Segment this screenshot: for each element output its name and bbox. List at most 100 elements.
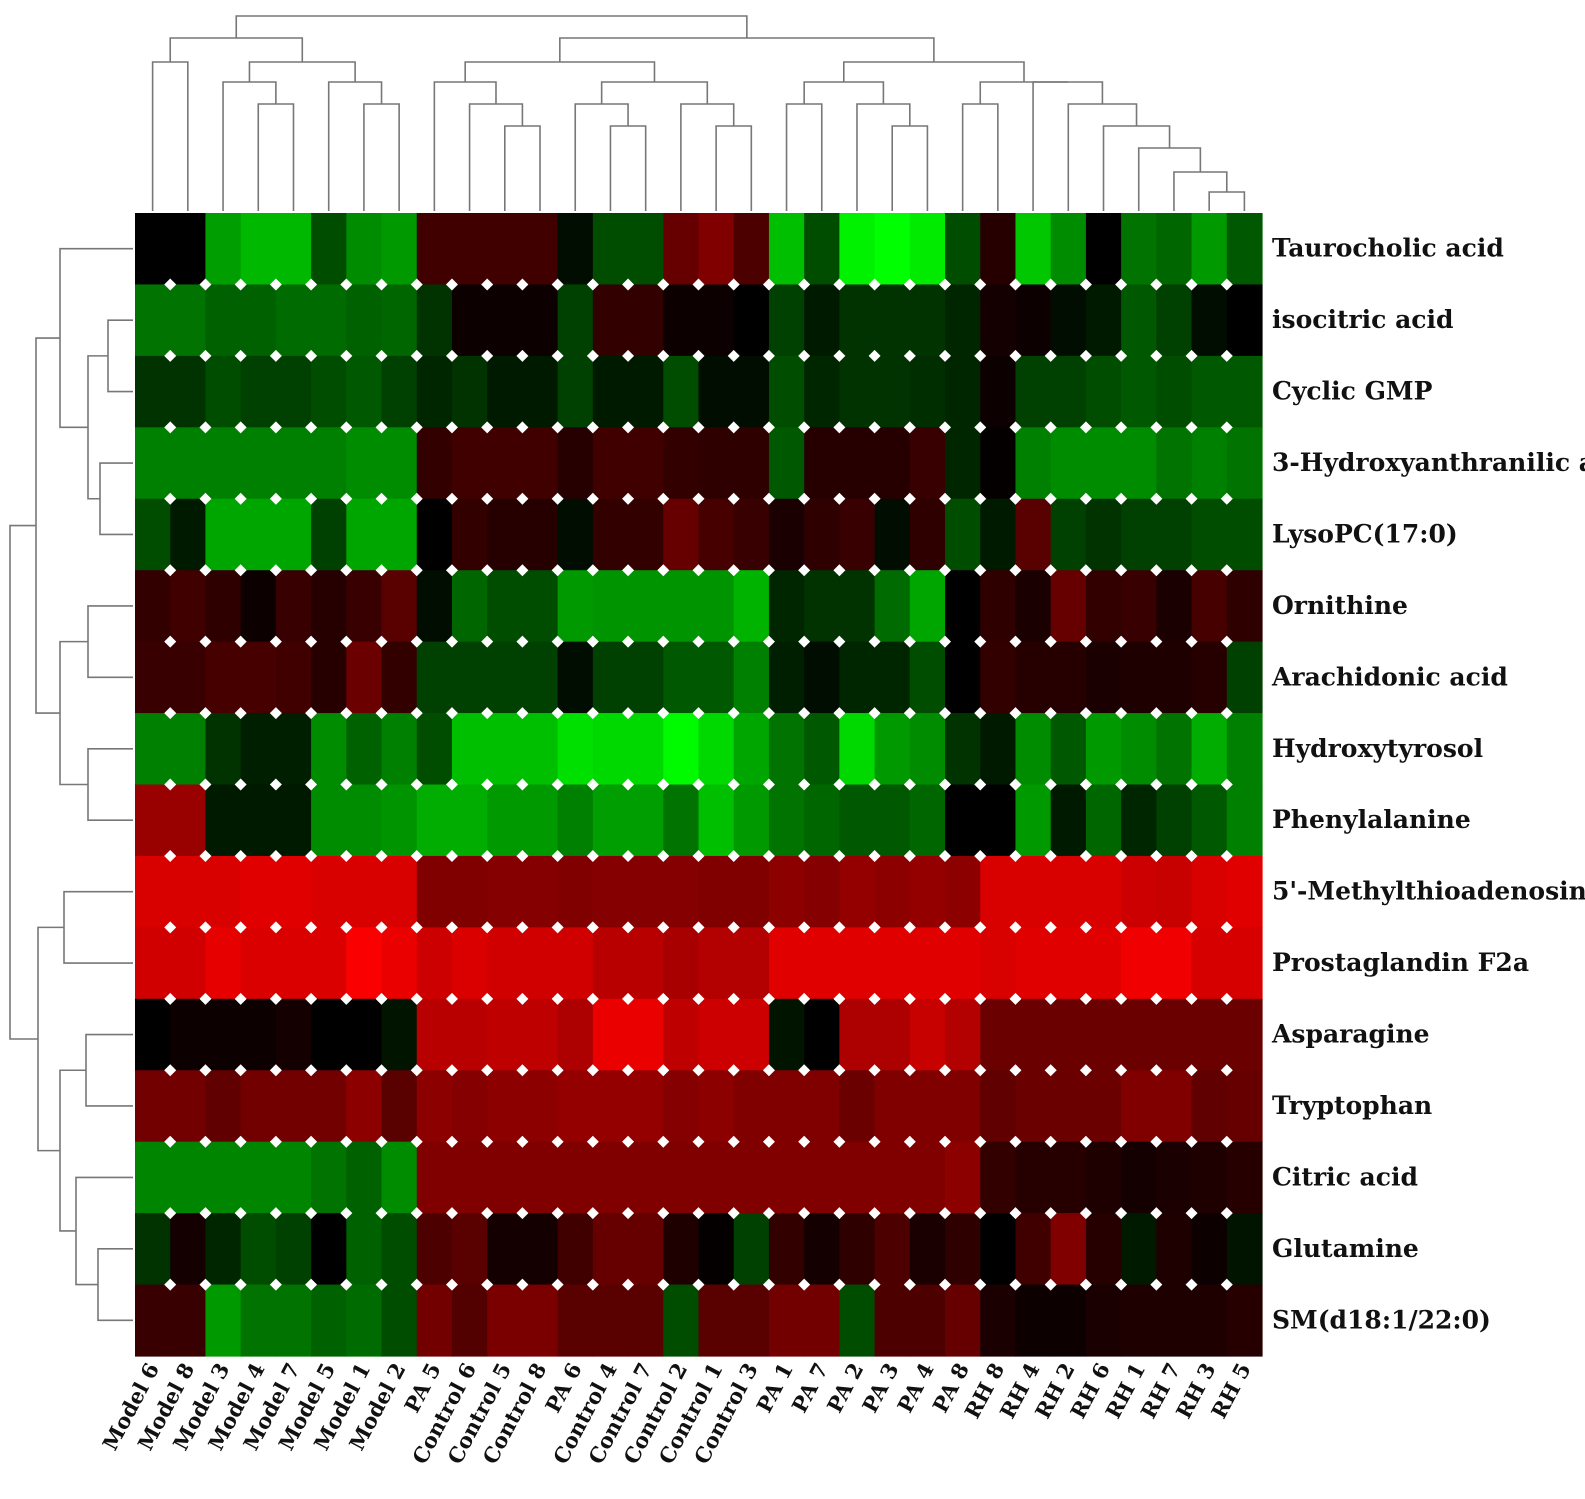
heatmap-cell bbox=[733, 1141, 770, 1214]
grid-diamond-marker bbox=[269, 707, 282, 720]
grid-diamond-marker bbox=[586, 635, 599, 648]
grid-diamond-marker bbox=[657, 1278, 670, 1291]
heatmap-cell bbox=[628, 784, 664, 857]
heatmap-cell bbox=[874, 1213, 911, 1286]
grid-diamond-marker bbox=[868, 492, 881, 505]
grid-diamond-marker bbox=[199, 707, 212, 720]
grid-diamond-marker bbox=[410, 849, 423, 862]
grid-diamond-marker bbox=[657, 992, 670, 1005]
heatmap-cell bbox=[381, 641, 418, 714]
heatmap-cell bbox=[170, 927, 207, 1000]
grid-diamond-marker bbox=[1115, 1064, 1128, 1077]
grid-diamond-marker bbox=[622, 278, 635, 291]
grid-diamond-marker bbox=[1044, 349, 1057, 362]
dendrogram-branch bbox=[1137, 147, 1202, 211]
heatmap-cell bbox=[733, 498, 770, 571]
dendrogram-branch bbox=[59, 1069, 86, 1232]
heatmap-cell bbox=[804, 855, 840, 928]
heatmap-cell bbox=[1226, 784, 1263, 857]
dendrogram-branch bbox=[1067, 103, 1138, 211]
heatmap-cell bbox=[804, 998, 840, 1071]
heatmap-cell bbox=[592, 213, 629, 286]
heatmap-cell bbox=[980, 213, 1017, 286]
grid-diamond-marker bbox=[1150, 421, 1163, 434]
heatmap-cell bbox=[381, 355, 418, 428]
grid-diamond-marker bbox=[622, 778, 635, 791]
heatmap-cell bbox=[487, 570, 524, 643]
grid-diamond-marker bbox=[586, 849, 599, 862]
heatmap-cell bbox=[557, 1213, 594, 1286]
heatmap-cell bbox=[170, 855, 207, 928]
heatmap-cell bbox=[451, 1213, 488, 1286]
grid-diamond-marker bbox=[622, 1207, 635, 1220]
heatmap-cell bbox=[839, 1070, 876, 1143]
heatmap-cell bbox=[170, 641, 207, 714]
grid-diamond-marker bbox=[798, 992, 811, 1005]
heatmap-cell bbox=[170, 284, 207, 357]
grid-diamond-marker bbox=[199, 421, 212, 434]
grid-diamond-marker bbox=[727, 564, 740, 577]
heatmap-cell bbox=[1015, 427, 1052, 500]
grid-diamond-marker bbox=[551, 1278, 564, 1291]
heatmap-cell bbox=[205, 1141, 242, 1214]
heatmap-cell bbox=[768, 641, 805, 714]
heatmap-cell bbox=[240, 1141, 277, 1214]
grid-diamond-marker bbox=[516, 778, 529, 791]
heatmap-cell bbox=[381, 1284, 418, 1357]
heatmap-cell bbox=[135, 1141, 171, 1214]
grid-diamond-marker bbox=[1044, 921, 1057, 934]
grid-diamond-marker bbox=[1079, 1207, 1092, 1220]
heatmap-cell bbox=[768, 713, 805, 786]
heatmap-cell bbox=[1191, 1284, 1228, 1357]
grid-diamond-marker bbox=[340, 1135, 353, 1148]
dendrogram-branch bbox=[327, 81, 383, 211]
grid-diamond-marker bbox=[833, 349, 846, 362]
grid-diamond-marker bbox=[939, 707, 952, 720]
heatmap-cell bbox=[733, 1070, 770, 1143]
grid-diamond-marker bbox=[727, 1278, 740, 1291]
grid-diamond-marker bbox=[939, 921, 952, 934]
grid-diamond-marker bbox=[622, 492, 635, 505]
grid-diamond-marker bbox=[939, 1207, 952, 1220]
heatmap-cell bbox=[1191, 1213, 1228, 1286]
heatmap-cell bbox=[804, 570, 840, 643]
grid-diamond-marker bbox=[974, 421, 987, 434]
heatmap-cell bbox=[416, 213, 453, 286]
heatmap-cell bbox=[1191, 284, 1228, 357]
heatmap-cell bbox=[1050, 641, 1087, 714]
heatmap-cell bbox=[1121, 998, 1157, 1071]
heatmap-cell bbox=[311, 570, 347, 643]
heatmap-cell bbox=[980, 713, 1017, 786]
heatmap-cell bbox=[135, 570, 171, 643]
heatmap-cell bbox=[416, 498, 453, 571]
dendrogram-branch bbox=[715, 125, 753, 211]
grid-diamond-marker bbox=[234, 1278, 247, 1291]
grid-diamond-marker bbox=[762, 1207, 775, 1220]
heatmap-cell bbox=[275, 1070, 312, 1143]
heatmap-cell bbox=[909, 1141, 946, 1214]
heatmap-cell bbox=[804, 355, 840, 428]
heatmap-cell bbox=[170, 427, 207, 500]
heatmap-cell bbox=[804, 784, 840, 857]
grid-diamond-marker bbox=[1220, 278, 1233, 291]
grid-diamond-marker bbox=[269, 349, 282, 362]
grid-diamond-marker bbox=[762, 1135, 775, 1148]
heatmap-cell bbox=[909, 498, 946, 571]
grid-diamond-marker bbox=[798, 1278, 811, 1291]
grid-diamond-marker bbox=[481, 707, 494, 720]
dendrogram-branch bbox=[107, 319, 133, 393]
grid-diamond-marker bbox=[445, 992, 458, 1005]
grid-diamond-marker bbox=[481, 1135, 494, 1148]
dendrogram-branch bbox=[87, 605, 133, 679]
heatmap-cell bbox=[592, 427, 629, 500]
heatmap-cell bbox=[275, 713, 312, 786]
grid-diamond-marker bbox=[1185, 1135, 1198, 1148]
heatmap-cell bbox=[1121, 213, 1157, 286]
heatmap-cell bbox=[522, 355, 559, 428]
heatmap-cell bbox=[768, 998, 805, 1071]
heatmap-cell bbox=[768, 213, 805, 286]
grid-diamond-marker bbox=[1115, 635, 1128, 648]
heatmap-cell bbox=[487, 1213, 524, 1286]
grid-diamond-marker bbox=[622, 921, 635, 934]
